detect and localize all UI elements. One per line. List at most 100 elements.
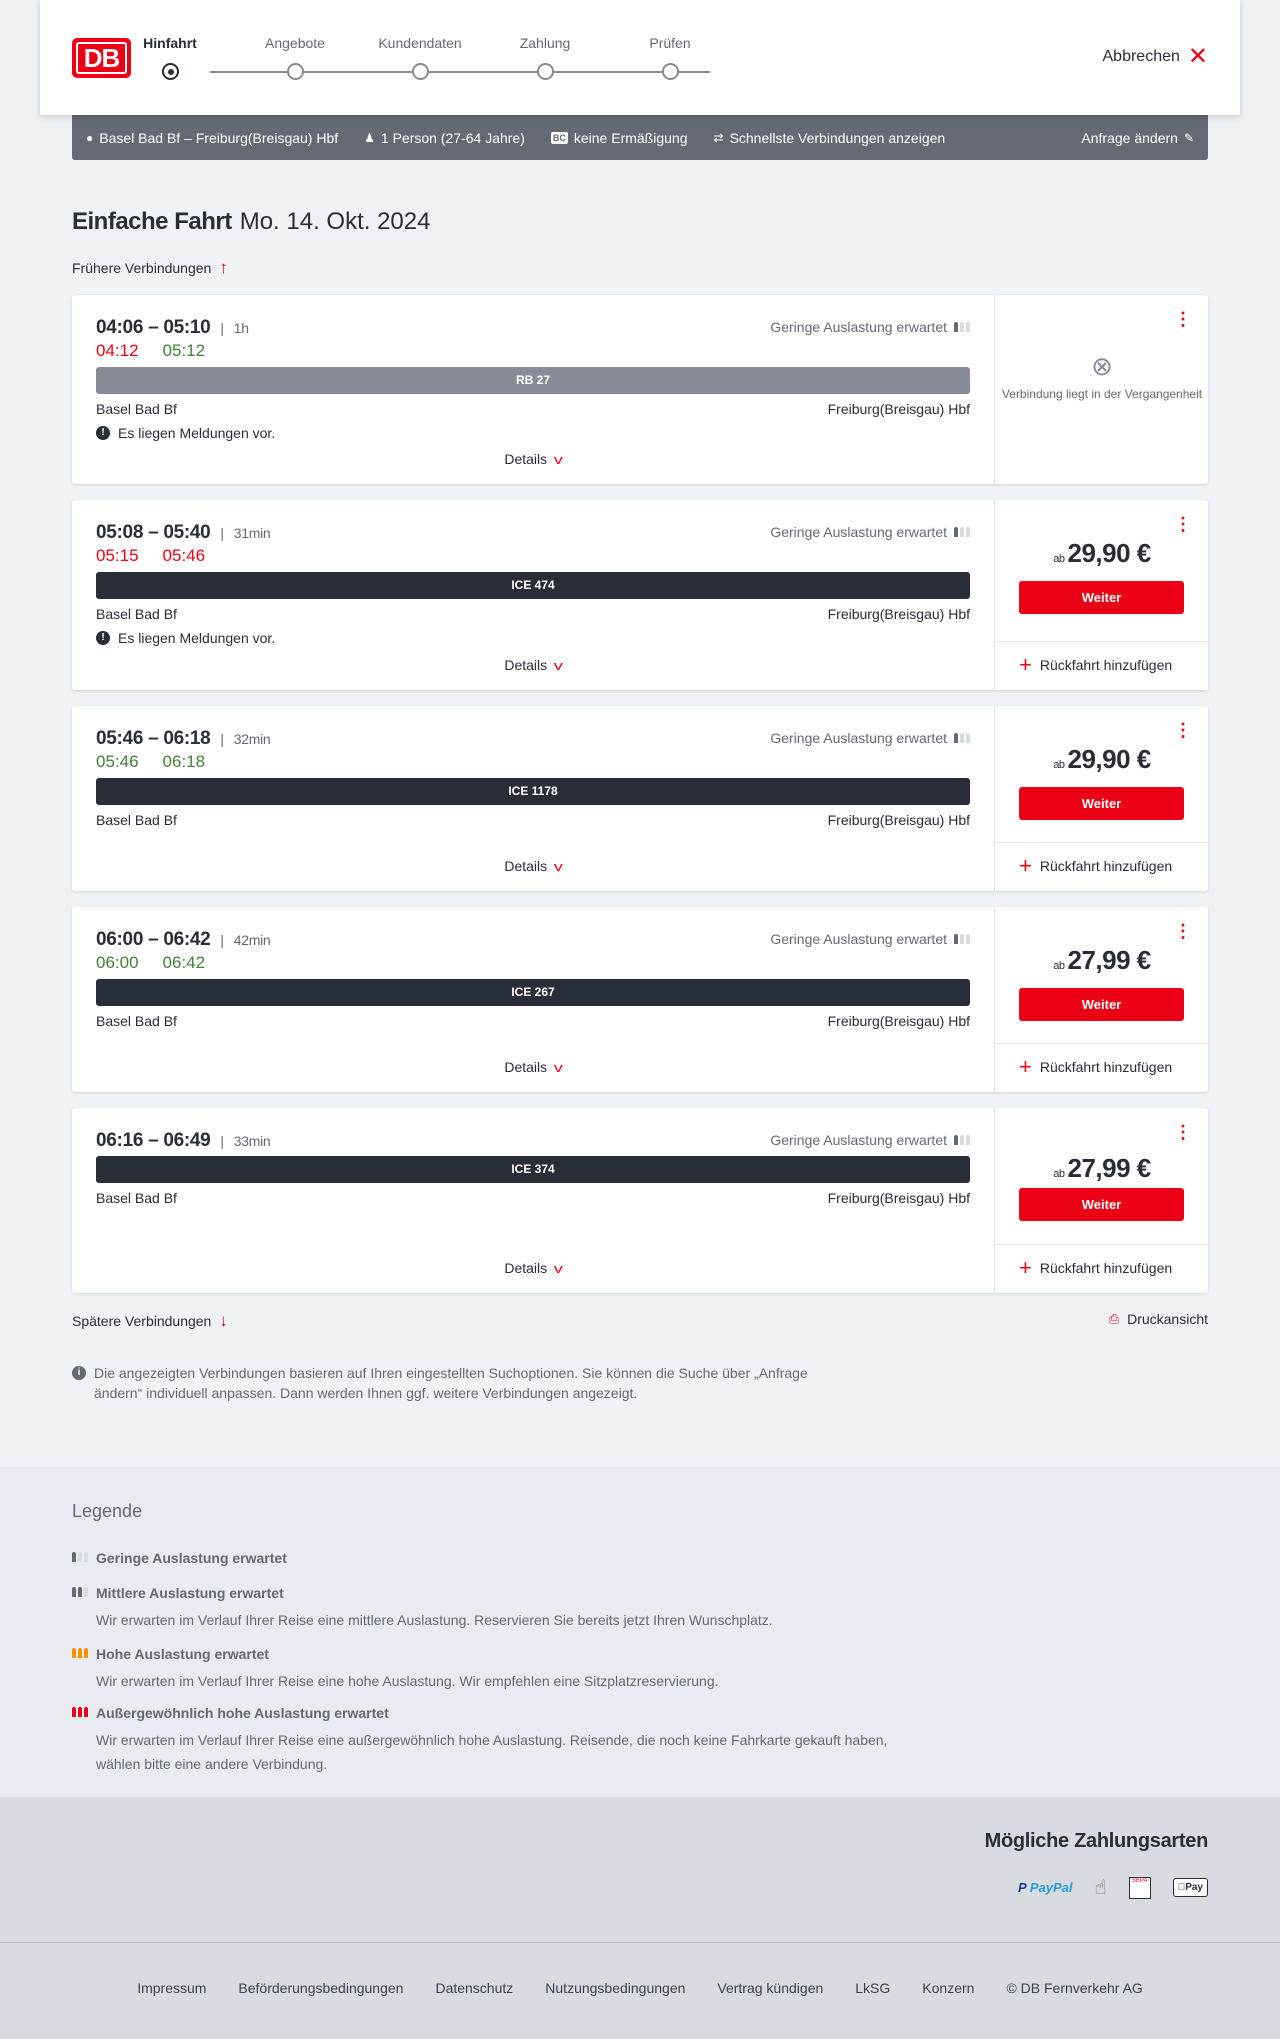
- load-high-icon: [72, 1648, 88, 1658]
- plus-icon: +: [1019, 1054, 1032, 1079]
- details-toggle[interactable]: Details v: [72, 858, 994, 874]
- price-pane: ⋮ ab 29,90 € Weiter + Rückfahrt hinzufügen: [994, 706, 1208, 891]
- divider: [995, 1043, 1208, 1044]
- more-options-icon[interactable]: ⋮: [1174, 1122, 1192, 1142]
- progress-header: DB Hinfahrt Angebote Kundendaten Zahlung Prü…: [40, 0, 1240, 115]
- train-bar[interactable]: ICE 267: [96, 979, 970, 1006]
- footer-link[interactable]: Nutzungsbedingungen: [545, 1980, 686, 1996]
- cart-unavailable-icon: ⊗: [1091, 351, 1113, 381]
- footer-link[interactable]: Datenschutz: [435, 1980, 514, 1996]
- step-label-0[interactable]: Hinfahrt: [143, 35, 197, 51]
- load-indicator: Geringe Auslastung erwartet: [770, 319, 970, 335]
- notice-message[interactable]: ! Es liegen Meldungen vor.: [96, 630, 275, 646]
- continue-button[interactable]: Weiter: [1019, 1188, 1184, 1221]
- destination-station: Freiburg(Breisgau) Hbf: [827, 401, 970, 417]
- chevron-down-icon: v: [553, 452, 563, 467]
- arrow-up-icon: ↑: [219, 258, 228, 277]
- past-text: Verbindung liegt in der Vergangenheit: [1001, 387, 1203, 401]
- continue-button[interactable]: Weiter: [1019, 581, 1184, 614]
- add-return-trip-button[interactable]: + Rückfahrt hinzufügen: [1019, 1257, 1172, 1279]
- train-bar[interactable]: ICE 474: [96, 572, 970, 599]
- notice-message[interactable]: ! Es liegen Meldungen vor.: [96, 425, 275, 441]
- duration: 31min: [220, 525, 270, 541]
- destination-station: Freiburg(Breisgau) Hbf: [827, 1013, 970, 1029]
- legend-title-text: Geringe Auslastung erwartet: [96, 1550, 287, 1566]
- add-return-trip-button[interactable]: + Rückfahrt hinzufügen: [1019, 654, 1173, 676]
- add-return-trip-button[interactable]: + Rückfahrt hinzufügen: [1019, 1054, 1172, 1079]
- planned-times: 06:00 – 06:42 42min: [96, 929, 271, 951]
- close-icon: ✕: [1187, 43, 1208, 70]
- more-options-icon[interactable]: ⋮: [1174, 514, 1192, 534]
- arrow-down-icon: ↓: [219, 1311, 228, 1330]
- details-toggle[interactable]: Details v: [72, 451, 994, 467]
- cancel-button[interactable]: Abbrechen ✕: [1103, 43, 1209, 70]
- more-options-icon[interactable]: ⋮: [1174, 921, 1192, 941]
- price: ab 29,90 €: [995, 538, 1209, 569]
- origin-station: Basel Bad Bf: [96, 1013, 177, 1029]
- add-return-trip-button[interactable]: + Rückfahrt hinzufügen: [1019, 855, 1172, 877]
- pencil-icon: ✎: [1183, 130, 1194, 145]
- print-view-link[interactable]: ⎙ Druckansicht: [1109, 1311, 1208, 1327]
- load-exceptional-icon: [72, 1707, 88, 1717]
- realtime-departure: 05:15: [96, 546, 139, 565]
- edit-request-label: Anfrage ändern: [1081, 129, 1178, 146]
- price-pane: ⋮ ⊗ Verbindung liegt in der Vergangenheit: [994, 295, 1208, 484]
- details-label: Details: [504, 451, 548, 467]
- legend-item-text: Wir erwarten im Verlauf Ihrer Reise eine…: [96, 1612, 773, 1628]
- realtime-arrival: 06:18: [162, 752, 206, 771]
- later-label: Spätere Verbindungen: [72, 1313, 212, 1329]
- step-marker-2: [412, 63, 429, 80]
- later-connections-link[interactable]: Spätere Verbindungen ↓: [72, 1311, 228, 1331]
- planned-times: 05:08 – 05:40 31min: [96, 522, 271, 544]
- realtime-times: 05:46 06:18: [96, 752, 229, 772]
- price-prefix: ab: [1053, 1168, 1065, 1180]
- train-bar[interactable]: ICE 374: [96, 1156, 970, 1183]
- earlier-connections-link[interactable]: Frühere Verbindungen ↑: [72, 258, 228, 278]
- footer-link[interactable]: LkSG: [855, 1980, 891, 1996]
- trip-date: Mo. 14. Okt. 2024: [239, 208, 431, 235]
- divider: [995, 842, 1208, 843]
- more-options-icon[interactable]: ⋮: [1174, 309, 1192, 329]
- price-prefix: ab: [1053, 960, 1065, 972]
- payment-methods: P PayPal ☝︎ SEPA Pay: [1018, 1875, 1208, 1900]
- footer-link[interactable]: Konzern: [922, 1980, 975, 1996]
- continue-button[interactable]: Weiter: [1019, 988, 1184, 1021]
- sepa-icon: SEPA: [1128, 1876, 1151, 1899]
- connection-card: 05:08 – 05:40 31min Geringe Auslastung erw…: [72, 500, 1208, 690]
- footer-link[interactable]: Impressum: [137, 1980, 207, 1996]
- load-text: Geringe Auslastung erwartet: [770, 524, 947, 540]
- train-bar[interactable]: ICE 1178: [96, 778, 970, 805]
- step-label-1[interactable]: Angebote: [265, 35, 325, 51]
- footer-divider: [0, 1942, 1280, 1943]
- footer-link[interactable]: Beförderungsbedingungen: [238, 1980, 404, 1996]
- add-return-label: Rückfahrt hinzufügen: [1039, 657, 1173, 673]
- details-toggle[interactable]: Details v: [72, 1260, 994, 1276]
- load-indicator: Geringe Auslastung erwartet: [770, 730, 970, 746]
- legend-item-text: Wir erwarten im Verlauf Ihrer Reise eine…: [96, 1732, 888, 1772]
- discount-text: keine Ermäßigung: [573, 129, 688, 146]
- origin-station: Basel Bad Bf: [96, 1190, 177, 1206]
- details-toggle[interactable]: Details v: [72, 1059, 994, 1075]
- step-label-2[interactable]: Kundendaten: [378, 35, 462, 51]
- db-logo[interactable]: DB: [72, 38, 131, 78]
- train-bar[interactable]: RB 27: [96, 367, 970, 394]
- location-pin-icon: ●: [86, 130, 94, 145]
- realtime-departure: 06:00: [96, 953, 139, 972]
- realtime-arrival: 06:42: [162, 953, 206, 972]
- load-text: Geringe Auslastung erwartet: [770, 319, 947, 335]
- step-label-4[interactable]: Prüfen: [649, 35, 691, 51]
- edit-request-button[interactable]: Anfrage ändern ✎: [1081, 130, 1194, 146]
- connection-card: 06:16 – 06:49 33min Geringe Auslastung erw…: [72, 1108, 1208, 1293]
- continue-button[interactable]: Weiter: [1019, 787, 1184, 820]
- legend-item: Außergewöhnlich hohe Auslastung erwartet…: [72, 1704, 892, 1776]
- price-value: 29,90 €: [1067, 538, 1152, 568]
- price-value: 27,99 €: [1067, 1153, 1152, 1183]
- divider: [995, 1244, 1208, 1245]
- details-toggle[interactable]: Details v: [72, 657, 994, 673]
- load-low-icon: [954, 1135, 970, 1145]
- step-label-3[interactable]: Zahlung: [519, 35, 571, 51]
- more-options-icon[interactable]: ⋮: [1174, 720, 1192, 740]
- price-pane: ⋮ ab 27,99 € Weiter + Rückfahrt hinzufügen: [994, 907, 1208, 1092]
- footer-link[interactable]: Vertrag kündigen: [717, 1980, 824, 1996]
- price-pane: ⋮ ab 29,90 € Weiter + Rückfahrt hinzufügen: [994, 500, 1208, 690]
